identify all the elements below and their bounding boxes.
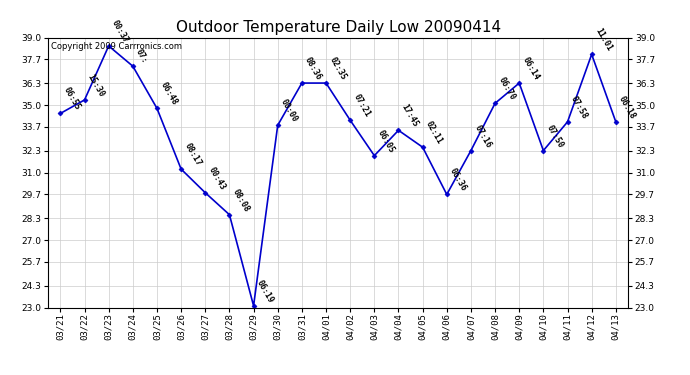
Text: 06:48: 06:48 [159, 81, 179, 107]
Text: 02:11: 02:11 [424, 120, 444, 146]
Text: 17:45: 17:45 [400, 103, 420, 129]
Text: 06:18: 06:18 [618, 94, 638, 120]
Text: 15:30: 15:30 [86, 72, 106, 99]
Text: 06:19: 06:19 [255, 278, 275, 304]
Title: Outdoor Temperature Daily Low 20090414: Outdoor Temperature Daily Low 20090414 [175, 20, 501, 35]
Text: 02:35: 02:35 [328, 56, 348, 82]
Text: 08:08: 08:08 [231, 187, 251, 213]
Text: Copyright 2009 Carrronics.com: Copyright 2009 Carrronics.com [51, 42, 182, 51]
Text: 08:17: 08:17 [183, 142, 203, 168]
Text: 06:70: 06:70 [497, 76, 517, 102]
Text: 06:55: 06:55 [62, 86, 82, 112]
Text: 07:: 07: [135, 47, 150, 65]
Text: 06:05: 06:05 [376, 128, 396, 154]
Text: 11:01: 11:01 [593, 27, 613, 53]
Text: 00:37: 00:37 [110, 18, 130, 45]
Text: 08:36: 08:36 [304, 56, 324, 82]
Text: 07:58: 07:58 [569, 94, 589, 120]
Text: 00:00: 00:00 [279, 98, 299, 124]
Text: 06:14: 06:14 [521, 56, 541, 82]
Text: 06:36: 06:36 [448, 167, 469, 193]
Text: 07:16: 07:16 [473, 123, 493, 149]
Text: 00:43: 00:43 [207, 165, 227, 191]
Text: 07:21: 07:21 [352, 93, 372, 119]
Text: 07:50: 07:50 [545, 123, 565, 149]
